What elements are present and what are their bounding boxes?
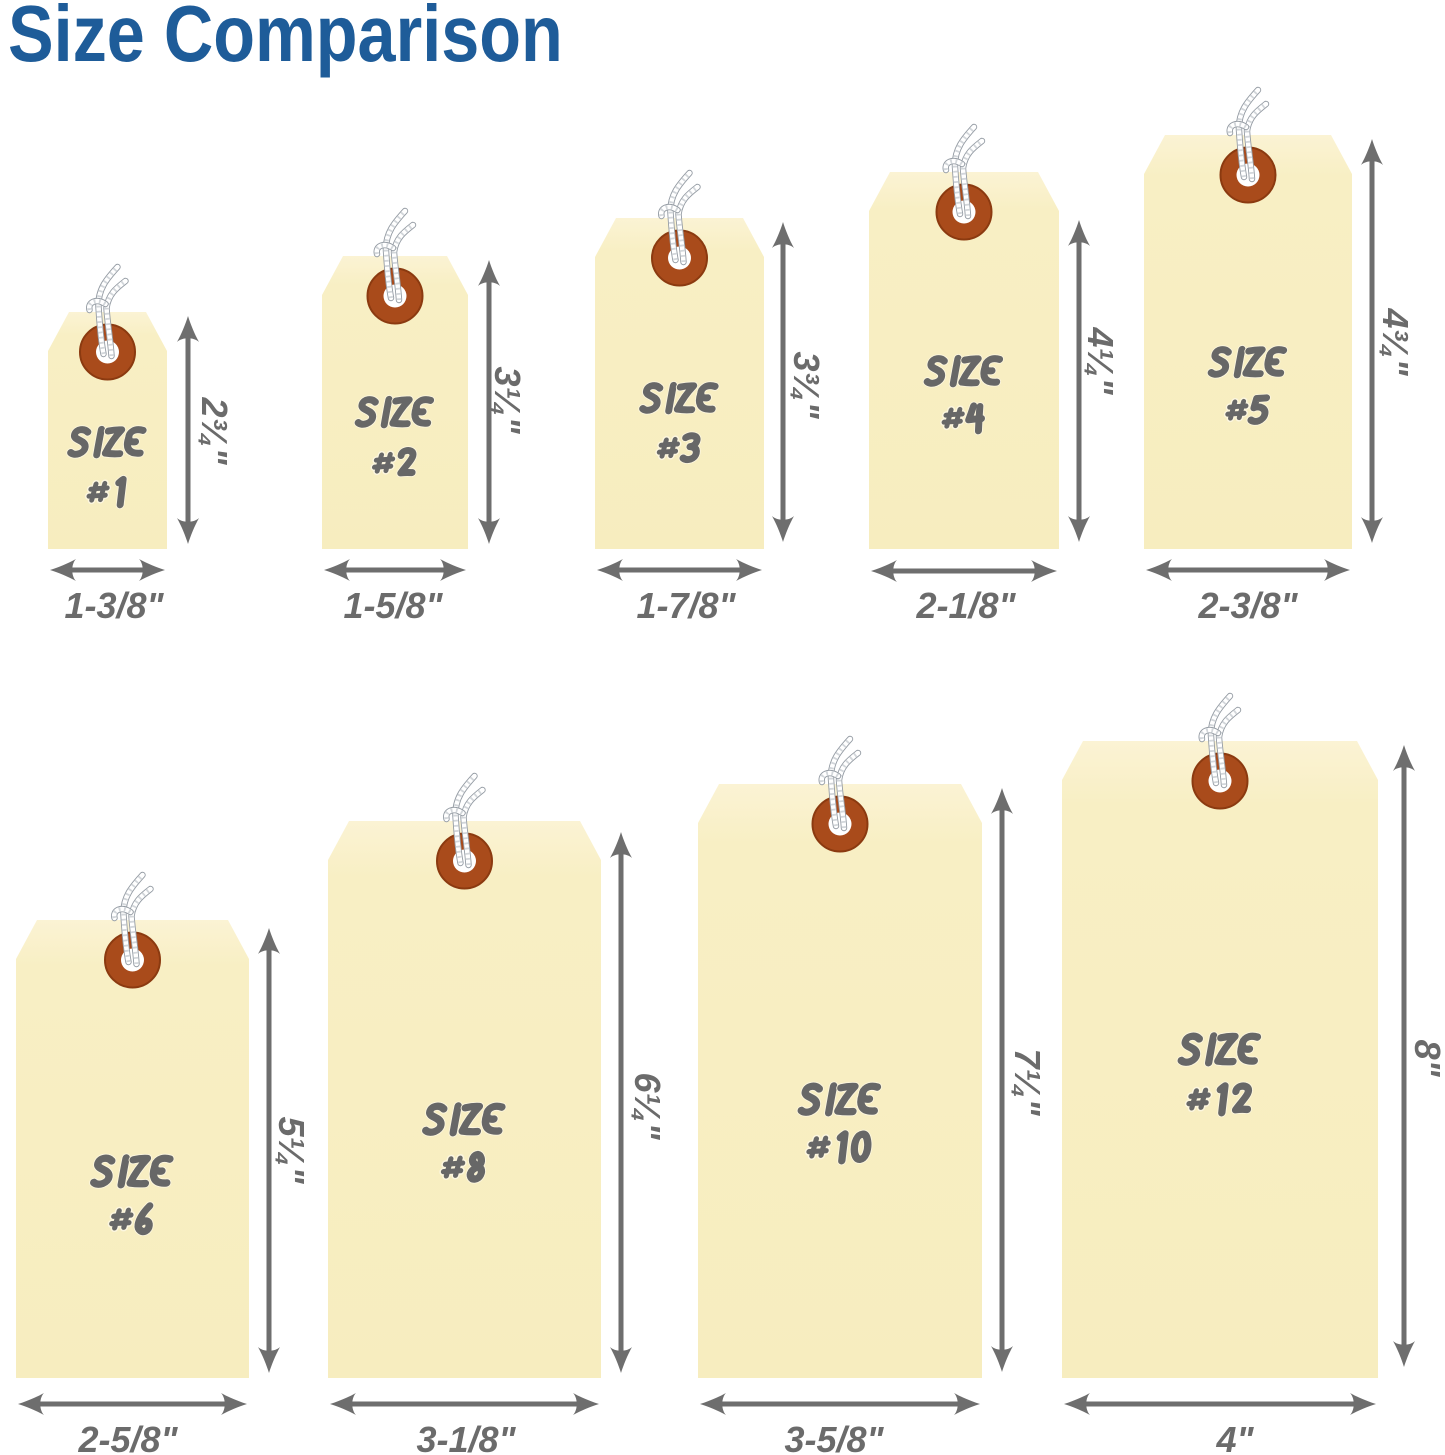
svg-text:1-7/8": 1-7/8" — [636, 585, 736, 626]
svg-text:2¾": 2¾" — [194, 396, 235, 465]
svg-text:3¼": 3¼" — [487, 366, 528, 434]
svg-text:4¼": 4¼" — [1080, 326, 1121, 395]
svg-text:2-5/8": 2-5/8" — [77, 1419, 178, 1455]
svg-text:4¾": 4¾" — [1375, 307, 1416, 376]
svg-text:8": 8" — [1407, 1039, 1445, 1077]
svg-text:1-5/8": 1-5/8" — [343, 585, 443, 626]
svg-text:3¾": 3¾" — [786, 351, 827, 419]
svg-text:4": 4" — [1215, 1419, 1254, 1455]
svg-text:2-1/8": 2-1/8" — [915, 585, 1016, 626]
svg-text:5¼": 5¼" — [271, 1116, 312, 1184]
svg-text:7¼": 7¼" — [1007, 1048, 1048, 1116]
svg-text:3-5/8": 3-5/8" — [784, 1419, 884, 1455]
svg-text:Size Comparison: Size Comparison — [8, 0, 563, 78]
svg-text:2-3/8": 2-3/8" — [1197, 585, 1298, 626]
svg-text:1-3/8": 1-3/8" — [64, 585, 164, 626]
svg-text:6¼": 6¼" — [627, 1072, 668, 1140]
svg-text:3-1/8": 3-1/8" — [416, 1419, 516, 1455]
